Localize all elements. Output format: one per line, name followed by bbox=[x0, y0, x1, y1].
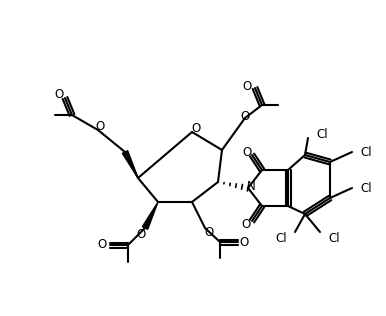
Text: O: O bbox=[242, 80, 252, 93]
Text: O: O bbox=[191, 121, 201, 135]
Text: O: O bbox=[54, 88, 64, 100]
Text: Cl: Cl bbox=[360, 181, 372, 195]
Text: O: O bbox=[136, 228, 146, 240]
Text: O: O bbox=[97, 239, 107, 252]
Text: Cl: Cl bbox=[328, 232, 340, 245]
Text: Cl: Cl bbox=[360, 145, 372, 159]
Text: O: O bbox=[242, 145, 252, 159]
Text: N: N bbox=[247, 179, 256, 192]
Text: Cl: Cl bbox=[316, 129, 328, 142]
Polygon shape bbox=[142, 202, 158, 229]
Text: O: O bbox=[239, 235, 249, 248]
Text: O: O bbox=[241, 217, 251, 230]
Polygon shape bbox=[122, 151, 138, 178]
Text: Cl: Cl bbox=[275, 232, 287, 245]
Text: O: O bbox=[95, 120, 105, 133]
Text: O: O bbox=[240, 110, 250, 123]
Text: O: O bbox=[204, 226, 213, 239]
